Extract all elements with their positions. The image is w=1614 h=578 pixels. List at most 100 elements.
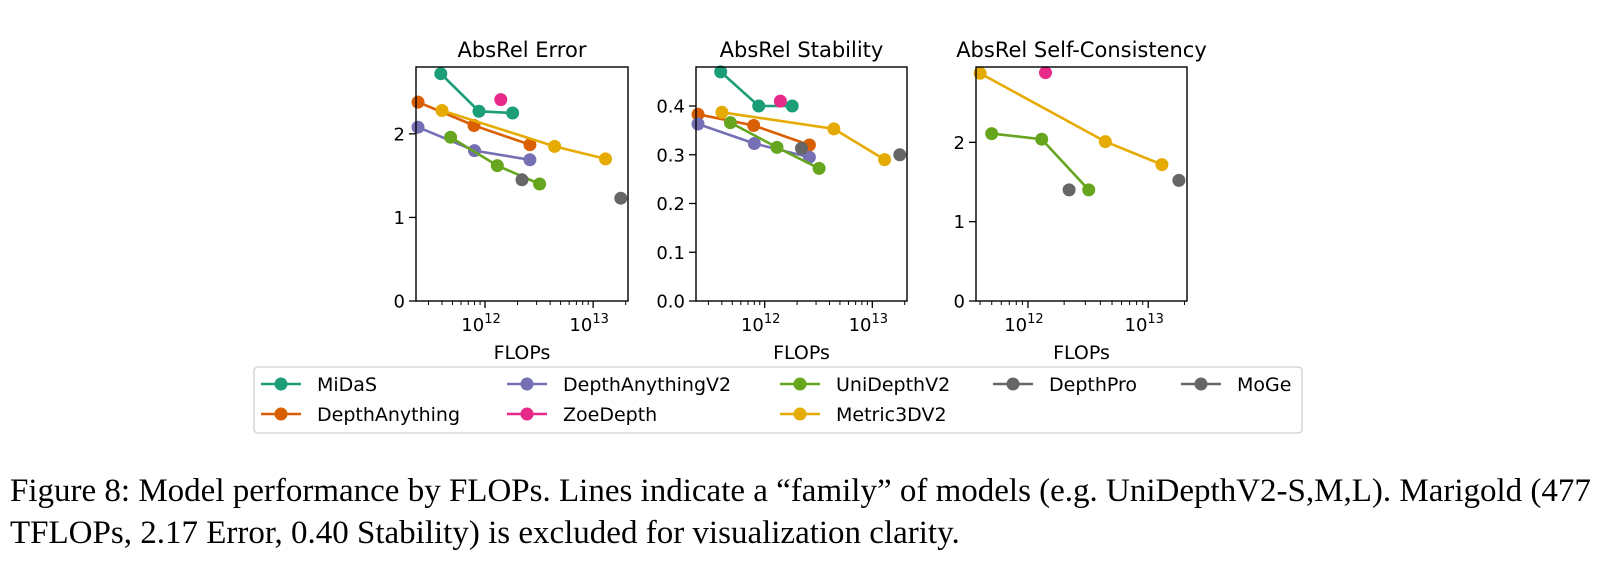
legend-item-depthpro: DepthPro [993, 374, 1137, 396]
series-zoedepth [1039, 66, 1052, 80]
series-unidepthv2 [985, 127, 1096, 197]
data-point-depthanythingv2 [802, 150, 816, 164]
series-metric3dv2 [973, 66, 1169, 172]
plot-frame [695, 66, 908, 302]
data-point-unidepthv2 [533, 177, 547, 191]
x-tick-label: 1013 [569, 312, 608, 336]
legend-label: DepthAnything [317, 404, 460, 426]
y-tick-label: 0 [394, 292, 405, 313]
legend-label: DepthPro [1049, 374, 1137, 396]
x-tick-label: 1013 [1125, 312, 1164, 336]
data-point-depthanything [523, 138, 537, 152]
series-line-metric3dv2 [441, 109, 606, 161]
x-axis-label: FLOPs [773, 342, 830, 364]
data-point-midas [434, 67, 448, 81]
legend-label: UniDepthV2 [836, 374, 950, 396]
series-metric3dv2 [435, 104, 612, 166]
series-moge [893, 148, 907, 162]
y-tick-label: 1 [954, 212, 965, 233]
legend-label: ZoeDepth [563, 404, 657, 426]
series-midas [714, 65, 799, 113]
data-point-unidepthv2 [985, 127, 999, 141]
y-tick-label: 2 [954, 133, 965, 154]
chart-title: AbsRel Error [458, 38, 587, 62]
series-depthpro [1062, 183, 1076, 197]
y-tick-label: 0 [954, 292, 965, 313]
data-point-moge [1172, 173, 1186, 187]
legend-swatch-marker [793, 407, 807, 421]
figure-caption: Figure 8: Model performance by FLOPs. Li… [10, 473, 1591, 551]
legend: MiDaS DepthAnything DepthAnythingV2 ZoeDept… [253, 366, 1303, 434]
data-point-unidepthv2 [812, 161, 826, 175]
legend-label: Metric3DV2 [836, 404, 947, 426]
data-point-depthanything [747, 119, 761, 132]
x-tick-label: 1012 [741, 312, 780, 336]
data-point-metric3dv2 [973, 66, 987, 80]
chart-panel-2: AbsRel Stability 0.0 0.1 0.2 0.3 0.4 1012 1013 F… [656, 38, 908, 364]
data-point-unidepthv2 [770, 140, 784, 154]
legend-item-depthanythingv2: DepthAnythingV2 [507, 374, 731, 396]
legend-label: MiDaS [317, 374, 377, 396]
data-point-moge [893, 148, 907, 162]
data-point-depthanythingv2 [411, 120, 425, 134]
y-tick-label: 0.0 [656, 292, 685, 313]
series-moge [1172, 173, 1186, 187]
data-point-moge [614, 191, 628, 205]
legend-swatch-marker [1194, 377, 1208, 391]
data-point-zoedepth [773, 94, 787, 108]
series-zoedepth [773, 94, 787, 108]
data-point-zoedepth [1039, 66, 1052, 80]
series-line-metric3dv2 [979, 72, 1163, 166]
data-point-metric3dv2 [435, 104, 449, 117]
y-tick-label: 0.4 [656, 97, 685, 118]
series-depthanything [411, 95, 537, 152]
chart-title: AbsRel Stability [720, 38, 884, 62]
data-point-unidepthv2 [723, 116, 737, 130]
data-point-midas [752, 99, 766, 113]
legend-swatch-marker [793, 377, 807, 391]
data-point-unidepthv2 [444, 130, 458, 144]
data-point-depthanythingv2 [523, 153, 537, 167]
data-point-depthanythingv2 [691, 117, 705, 131]
x-tick-label: 1012 [1004, 312, 1043, 336]
series-depthpro [795, 141, 808, 155]
chart-title: AbsRel Self-Consistency [956, 38, 1207, 62]
y-tick-label: 1 [394, 208, 405, 229]
data-point-unidepthv2 [1035, 132, 1049, 146]
data-point-metric3dv2 [878, 153, 892, 167]
data-point-depthpro [1062, 183, 1076, 197]
x-tick-label: 1012 [461, 312, 500, 336]
series-moge [614, 191, 628, 205]
data-point-metric3dv2 [599, 152, 612, 166]
data-point-metric3dv2 [1155, 158, 1169, 172]
data-point-depthanything [691, 107, 705, 121]
plot-frame [975, 66, 1188, 302]
legend-item-unidepthv2: UniDepthV2 [780, 374, 950, 396]
chart-panel-1: AbsRel Error 0 1 2 1012 1013 FLOPs [394, 38, 629, 364]
data-point-depthanything [411, 95, 425, 109]
y-tick-label: 2 [394, 124, 405, 145]
data-point-metric3dv2 [1098, 135, 1112, 149]
x-axis-label: FLOPs [494, 342, 551, 364]
chart-panel-3: AbsRel Self-Consistency 0 1 2 1012 1013 FLOPs [954, 38, 1207, 364]
y-tick-label: 0.2 [656, 194, 685, 215]
data-point-unidepthv2 [490, 159, 504, 173]
legend-swatch-marker [520, 377, 534, 391]
legend-item-zoedepth: ZoeDepth [507, 404, 657, 426]
legend-item-moge: MoGe [1181, 374, 1291, 396]
legend-swatch-marker [274, 407, 288, 421]
data-point-unidepthv2 [1082, 183, 1096, 197]
series-unidepthv2 [723, 116, 826, 175]
plot-frame [415, 66, 629, 302]
y-tick-label: 0.1 [656, 243, 685, 264]
x-tick-label: 1013 [849, 312, 888, 336]
data-point-midas [506, 106, 520, 120]
data-point-depthpro [515, 173, 529, 187]
data-point-depthpro [795, 141, 808, 155]
legend-swatch-marker [520, 407, 534, 421]
data-point-midas [714, 65, 728, 79]
legend-item-midas: MiDaS [261, 374, 377, 396]
y-tick-label: 0.3 [656, 145, 685, 166]
series-depthanything [691, 107, 816, 152]
